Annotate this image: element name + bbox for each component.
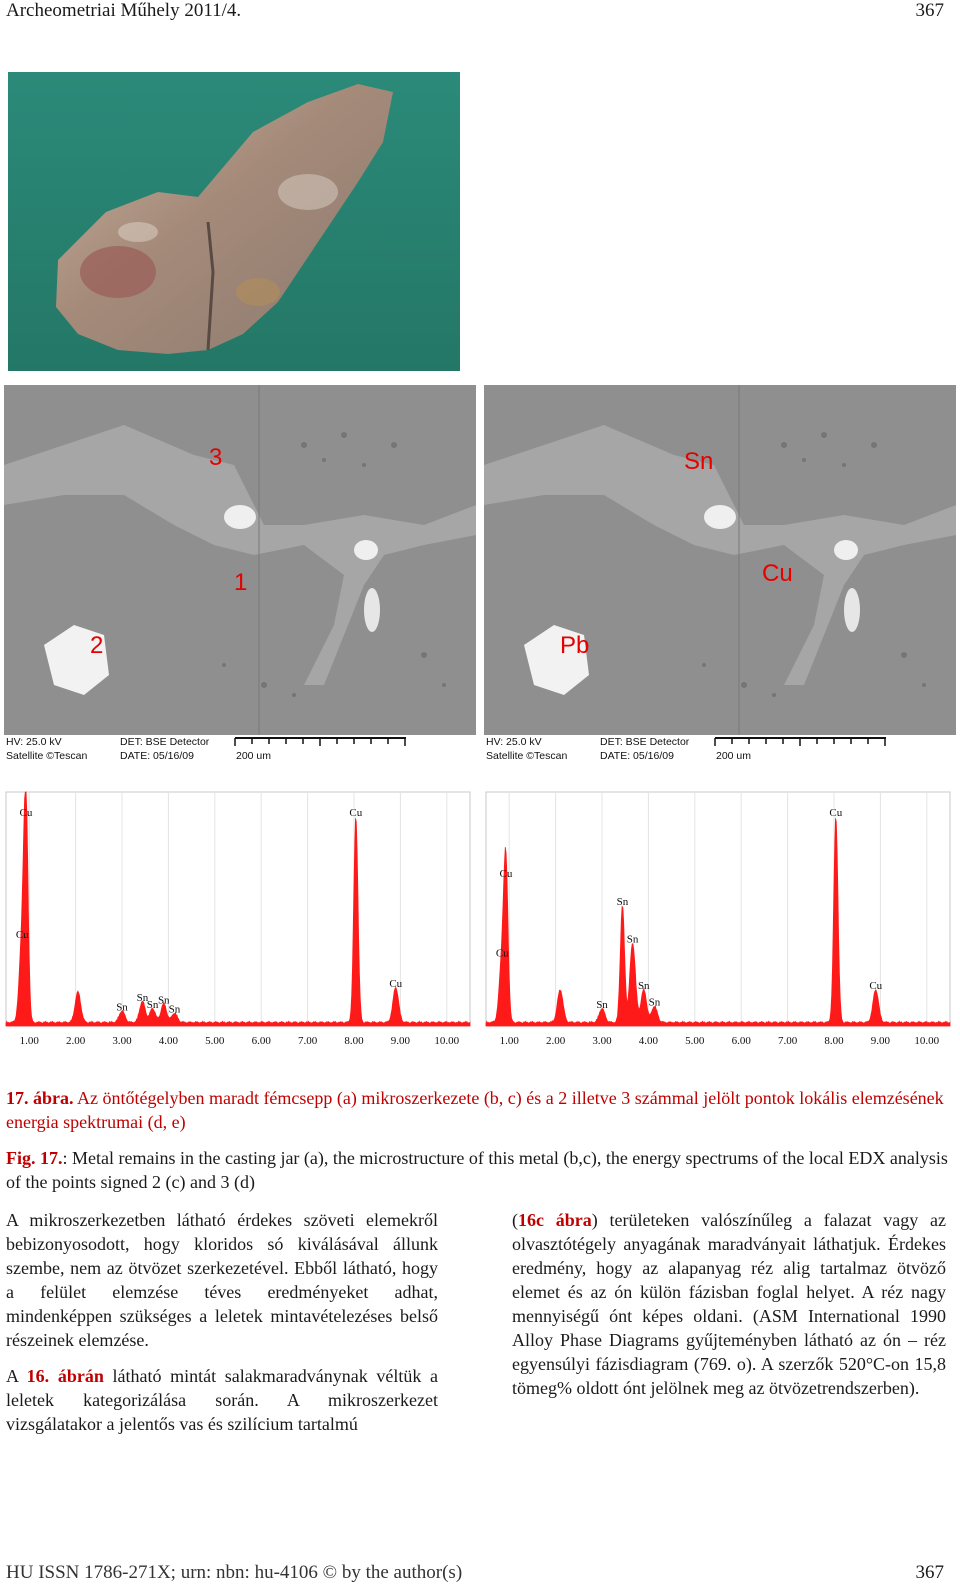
sem-vendor: Satellite ©Tescan (6, 750, 88, 762)
x-tick-label: 7.00 (298, 1035, 318, 1047)
plot-area (485, 791, 951, 1027)
sem-vendor: Satellite ©Tescan (486, 750, 568, 762)
sem-label-sn: Sn (684, 448, 713, 475)
sem-date: DATE: 05/16/09 (600, 750, 674, 762)
peak-label: Cu (389, 978, 402, 990)
x-tick-label: 5.00 (205, 1035, 225, 1047)
sem-hv: HV: 25.0 kV (486, 736, 542, 748)
peak-label: Cu (496, 947, 509, 959)
peak-label: Sn (649, 997, 661, 1009)
sem-date: DATE: 05/16/09 (120, 750, 194, 762)
sem-scale-bar (234, 737, 406, 746)
x-tick-label: 3.00 (112, 1035, 132, 1047)
spectrum-series (485, 818, 951, 1027)
x-tick-label: 2.00 (546, 1035, 566, 1047)
peak-label: Cu (349, 807, 362, 819)
peak-label: Cu (16, 929, 29, 941)
x-tick-label: 9.00 (871, 1035, 891, 1047)
peak-label: Sn (147, 999, 159, 1011)
x-tick-label: 4.00 (159, 1035, 179, 1047)
page-number-top: 367 (915, 0, 945, 21)
sem-hv: HV: 25.0 kV (6, 736, 62, 748)
spectrum-series (5, 791, 471, 1027)
sem-label-2: 2 (90, 632, 103, 659)
x-tick-label: 1.00 (500, 1035, 520, 1047)
edx-spectrum-left: 1.00 2.00 3.00 4.00 5.00 6.00 7.00 8.00 9.00 10.0… (5, 791, 471, 1047)
x-tick-label: 1.00 (20, 1035, 40, 1047)
sem-detector: DET: BSE Detector (120, 736, 210, 748)
sem-scale-label: 200 um (716, 750, 752, 762)
body-column-right: (16c ábra) területeken valószínűleg a fa… (512, 1208, 946, 1412)
sem-micrograph-right: Sn Cu Pb HV: 25.0 kV Satellite ©Tescan D… (484, 385, 956, 765)
x-tick-label: 10.00 (914, 1035, 939, 1047)
sem-detector: DET: BSE Detector (600, 736, 690, 748)
sem-label-3: 3 (209, 444, 222, 471)
x-tick-label: 4.00 (639, 1035, 659, 1047)
x-tick-label: 6.00 (252, 1035, 272, 1047)
caption-hu-label: 17. ábra. (6, 1088, 74, 1108)
peak-label: Sn (158, 994, 170, 1006)
paragraph: (16c ábra) területeken valószínűleg a fa… (512, 1210, 946, 1398)
x-tick-label: 6.00 (732, 1035, 752, 1047)
figure-ref: 16. ábrán (26, 1366, 104, 1386)
sem-scale-bar (714, 737, 886, 746)
x-tick-label: 8.00 (824, 1035, 844, 1047)
peak-label: Sn (617, 896, 629, 908)
sem-info-bar: HV: 25.0 kV Satellite ©Tescan DET: BSE D… (4, 735, 476, 765)
sem-label-1: 1 (234, 569, 247, 596)
metal-droplet-photo (8, 72, 460, 371)
paragraph: A 16. ábrán látható mintát salakmaradván… (6, 1366, 438, 1434)
peak-label: Cu (829, 807, 842, 819)
caption-hu-text: Az öntőtégelyben maradt fémcsepp (a) mik… (6, 1088, 944, 1132)
peak-label: Sn (596, 999, 608, 1011)
peak-label: Cu (869, 980, 882, 992)
x-tick-label: 2.00 (66, 1035, 86, 1047)
plot-area (5, 791, 471, 1027)
figure-caption-hu: 17. ábra. Az öntőtégelyben maradt fémcse… (6, 1086, 954, 1134)
figure-caption-en: Fig. 17.: Metal remains in the casting j… (6, 1146, 954, 1194)
journal-title: Archeometriai Műhely 2011/4. (6, 0, 242, 21)
x-tick-label: 3.00 (592, 1035, 612, 1047)
peak-label: Cu (500, 868, 513, 880)
page-number-bottom: 367 (915, 1562, 945, 1583)
figure-ref: 16c ábra (518, 1210, 592, 1230)
sem-scale-label: 200 um (236, 750, 272, 762)
x-tick-label: 8.00 (344, 1035, 364, 1047)
sem-label-cu: Cu (762, 560, 793, 587)
edx-spectrum-right: 1.00 2.00 3.00 4.00 5.00 6.00 7.00 8.00 9.00 10.0… (485, 791, 951, 1047)
body-column-left: A mikroszerkezetben látható érdekes szöv… (6, 1208, 438, 1448)
x-tick-label: 5.00 (685, 1035, 705, 1047)
footer-issn: HU ISSN 1786-271X; urn: nbn: hu-4106 © b… (6, 1562, 463, 1583)
sem-info-bar: HV: 25.0 kV Satellite ©Tescan DET: BSE D… (484, 735, 956, 765)
peak-label: Sn (627, 933, 639, 945)
sem-label-pb: Pb (560, 632, 589, 659)
x-tick-label: 7.00 (778, 1035, 798, 1047)
peak-label: Sn (169, 1004, 181, 1016)
peak-label: Cu (20, 807, 33, 819)
caption-en-text: : Metal remains in the casting jar (a), … (6, 1148, 948, 1192)
x-tick-label: 9.00 (391, 1035, 411, 1047)
peak-label: Sn (137, 992, 149, 1004)
sem-micrograph-left: 3 1 2 HV: 25.0 kV Satellite ©Tescan DET:… (4, 385, 476, 765)
caption-en-label: Fig. 17. (6, 1148, 63, 1168)
x-tick-label: 10.00 (434, 1035, 459, 1047)
paragraph: A mikroszerkezetben látható érdekes szöv… (6, 1210, 438, 1350)
peak-label: Sn (638, 980, 650, 992)
peak-label: Sn (116, 1001, 128, 1013)
